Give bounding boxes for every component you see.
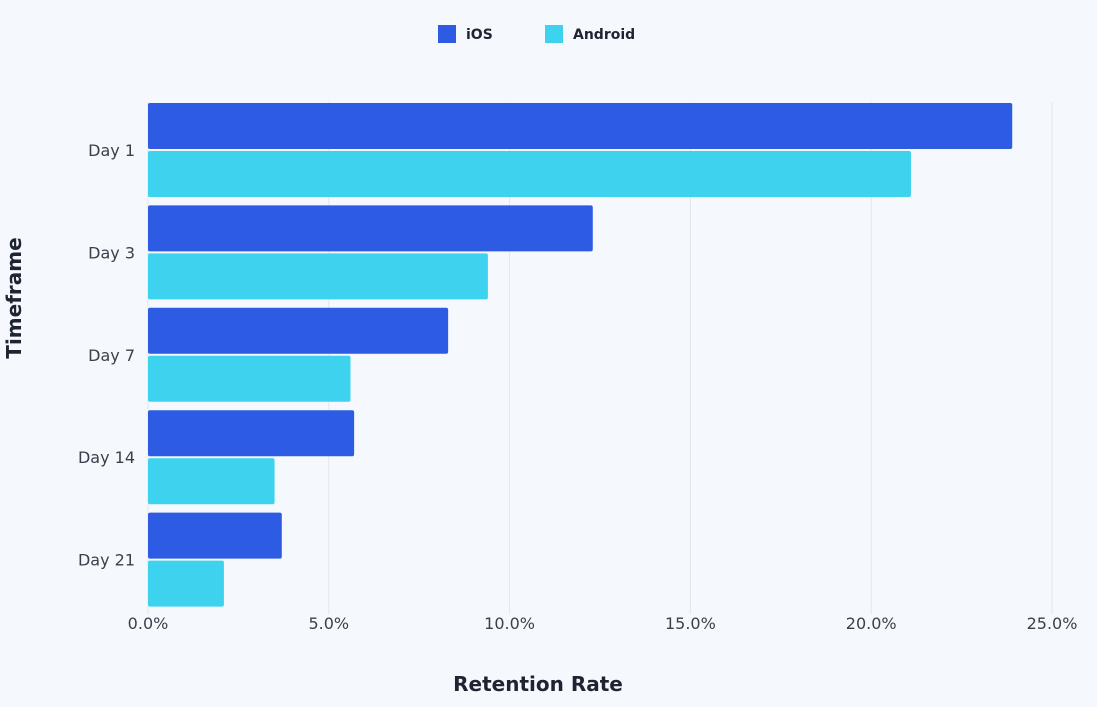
- y-tick-label: Day 7: [88, 346, 135, 365]
- bar-ios-day-3: [148, 205, 593, 252]
- x-axis-title: Retention Rate: [453, 672, 623, 696]
- bar-android-day-21: [148, 560, 224, 607]
- bar-android-day-7: [148, 355, 351, 402]
- x-tick-label: 0.0%: [128, 614, 169, 633]
- bar-ios-day-1: [148, 103, 1013, 149]
- y-tick-label: Day 21: [78, 551, 135, 570]
- bar-ios-day-21: [148, 512, 282, 559]
- y-tick-labels: Day 1 Day 3 Day 7 Day 14 Day 21: [78, 141, 135, 570]
- legend-label-ios: iOS: [466, 27, 493, 43]
- legend: iOS Android: [438, 25, 635, 43]
- y-tick-label: Day 3: [88, 243, 135, 262]
- x-tick-label: 5.0%: [308, 614, 349, 633]
- bar-android-day-3: [148, 253, 488, 300]
- y-axis-title: Timeframe: [2, 237, 26, 358]
- y-tick-label: Day 14: [78, 448, 135, 467]
- x-tick-label: 10.0%: [484, 614, 535, 633]
- bar-android-day-1: [148, 151, 911, 197]
- x-tick-label: 25.0%: [1027, 614, 1078, 633]
- bar-ios-day-14: [148, 410, 355, 457]
- legend-swatch-ios: [438, 25, 456, 43]
- x-tick-label: 15.0%: [665, 614, 716, 633]
- legend-swatch-android: [545, 25, 563, 43]
- legend-label-android: Android: [573, 27, 635, 43]
- y-tick-label: Day 1: [88, 141, 135, 160]
- bar-android-day-14: [148, 458, 275, 505]
- x-tick-label: 20.0%: [846, 614, 897, 633]
- bar-ios-day-7: [148, 307, 449, 354]
- x-tick-labels: 0.0% 5.0% 10.0% 15.0% 20.0% 25.0%: [128, 614, 1078, 633]
- bars: [148, 103, 1013, 607]
